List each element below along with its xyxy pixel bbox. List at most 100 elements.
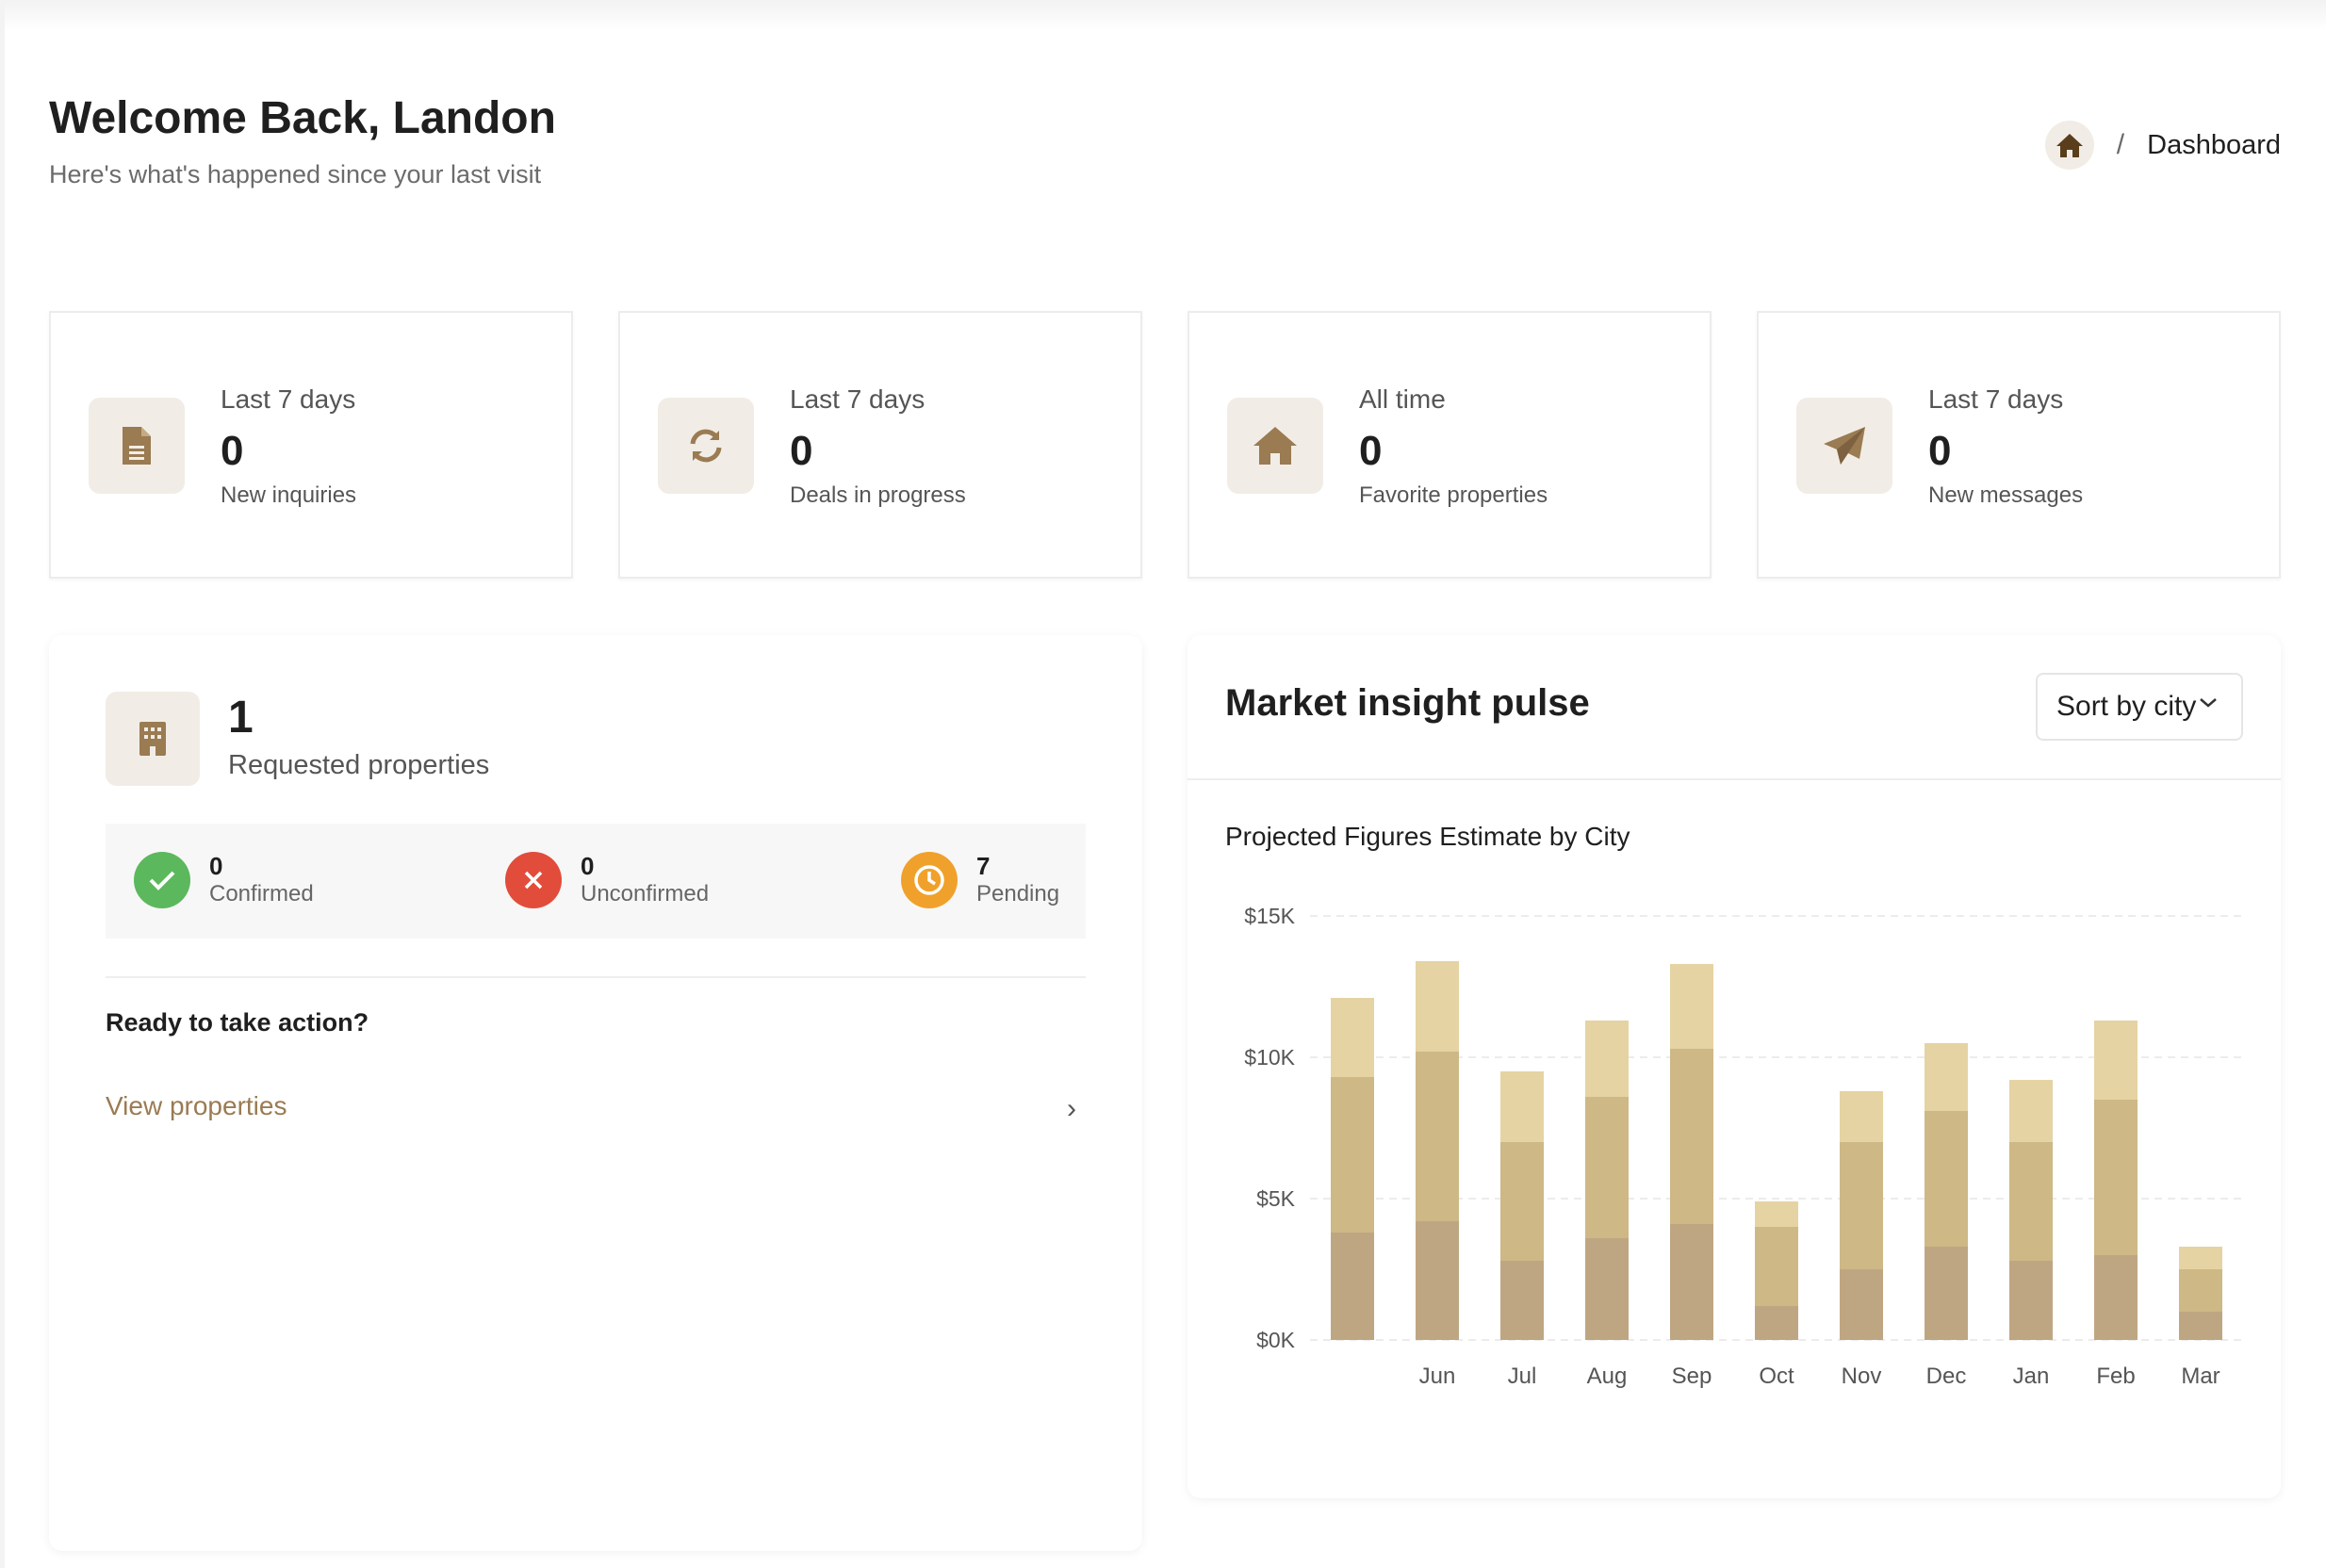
x-tick-label: Mar — [2181, 1364, 2220, 1389]
x-tick-label: Oct — [1759, 1364, 1794, 1389]
check-icon — [134, 852, 190, 908]
bar-segment[interactable] — [1670, 1224, 1713, 1340]
breadcrumb-current: Dashboard — [2147, 129, 2281, 160]
bar-segment[interactable] — [1840, 1142, 1883, 1269]
bar-segment[interactable] — [1500, 1071, 1544, 1142]
paper-plane-icon — [1824, 427, 1865, 465]
bar-segment[interactable] — [1331, 1233, 1374, 1340]
stat-value: 0 — [1928, 428, 1952, 474]
chevron-down-icon — [2200, 698, 2217, 708]
left-border — [0, 0, 5, 1568]
x-tick-label: Nov — [1842, 1364, 1882, 1389]
x-tick-label: Dec — [1926, 1364, 1967, 1389]
breadcrumb: / Dashboard — [2044, 121, 2281, 170]
stat-value: 0 — [221, 428, 244, 474]
stat-card-favorites: All time 0 Favorite properties — [1188, 311, 1712, 579]
y-tick-label: $5K — [1256, 1186, 1296, 1211]
page-subtitle: Here's what's happened since your last v… — [49, 160, 542, 188]
x-tick-label: Sep — [1672, 1364, 1712, 1389]
stacked-bar-chart: $0K $5K $10K $15K Jun Jul Aug Sep Oct Nov Dec Jan Fe… — [1244, 904, 2243, 1389]
y-tick-label: $10K — [1244, 1045, 1295, 1070]
bar-segment[interactable] — [2179, 1247, 2222, 1269]
status-pending: 7 Pending — [901, 852, 1059, 908]
x-icon — [505, 852, 562, 908]
status-label: Unconfirmed — [581, 881, 710, 906]
bar-segment[interactable] — [1925, 1043, 1968, 1111]
market-title: Market insight pulse — [1225, 682, 1590, 724]
requested-label: Requested properties — [228, 750, 490, 780]
status-unconfirmed: 0 Unconfirmed — [505, 852, 709, 908]
divider — [106, 976, 1086, 978]
bar-segment[interactable] — [1331, 1077, 1374, 1233]
bar-segment[interactable] — [2009, 1080, 2053, 1142]
stat-period: Last 7 days — [221, 384, 356, 414]
stat-label: New inquiries — [221, 482, 357, 508]
status-count: 0 — [581, 852, 595, 880]
stat-period: Last 7 days — [1928, 384, 2064, 414]
stat-icon-box — [1227, 398, 1323, 494]
status-confirmed: 0 Confirmed — [134, 852, 314, 908]
bar-segment[interactable] — [1840, 1269, 1883, 1340]
requested-count: 1 — [228, 693, 254, 743]
sort-select-value: Sort by city — [2056, 691, 2197, 722]
bar-segment[interactable] — [2009, 1142, 2053, 1261]
bar-segment[interactable] — [1840, 1091, 1883, 1142]
bar-segment[interactable] — [2094, 1021, 2138, 1100]
y-tick-label: $0K — [1256, 1328, 1296, 1352]
document-icon — [123, 427, 151, 465]
building-icon — [139, 722, 166, 756]
home-icon — [1253, 427, 1297, 465]
requested-properties-panel: 1 Requested properties 0 Confirmed 0 Unc… — [49, 635, 1142, 1551]
bar-segment[interactable] — [2094, 1100, 2138, 1255]
bar-segment[interactable] — [1670, 964, 1713, 1049]
x-tick-label: Aug — [1587, 1364, 1628, 1389]
stat-icon-box — [1796, 398, 1892, 494]
bar-segment[interactable] — [1500, 1261, 1544, 1340]
bar-segment[interactable] — [1755, 1201, 1798, 1227]
bar-segment[interactable] — [1755, 1306, 1798, 1340]
status-label: Confirmed — [209, 881, 314, 906]
divider — [1188, 778, 2281, 780]
stat-card-deals: Last 7 days 0 Deals in progress — [618, 311, 1142, 579]
x-tick-label: Jul — [1508, 1364, 1537, 1389]
chart-title: Projected Figures Estimate by City — [1225, 822, 1630, 851]
stat-label: Favorite properties — [1359, 482, 1548, 508]
bar-segment[interactable] — [2179, 1312, 2222, 1340]
stat-icon-box — [658, 398, 754, 494]
bar-segment[interactable] — [1585, 1021, 1629, 1097]
stat-label: Deals in progress — [790, 482, 966, 508]
bar-segment[interactable] — [1331, 998, 1374, 1077]
stat-value: 0 — [1359, 428, 1383, 474]
breadcrumb-home-link[interactable] — [2044, 121, 2094, 170]
top-shadow-strip — [0, 0, 2326, 30]
stat-value: 0 — [790, 428, 813, 474]
view-properties-link[interactable]: View properties — [106, 1091, 287, 1120]
bar-segment[interactable] — [2179, 1269, 2222, 1312]
breadcrumb-separator: / — [2116, 129, 2125, 160]
bar-segment[interactable] — [1670, 1049, 1713, 1224]
bar-segment[interactable] — [1585, 1097, 1629, 1238]
stat-label: New messages — [1928, 482, 2084, 508]
bar-segment[interactable] — [1416, 1052, 1459, 1221]
bar-segment[interactable] — [1416, 961, 1459, 1052]
status-label: Pending — [976, 881, 1060, 906]
bar-segment[interactable] — [1925, 1111, 1968, 1247]
bar-segment[interactable] — [1500, 1142, 1544, 1261]
bar-segment[interactable] — [1755, 1227, 1798, 1306]
x-tick-label: Feb — [2096, 1364, 2135, 1389]
action-title: Ready to take action? — [106, 1008, 369, 1037]
status-count: 7 — [976, 852, 991, 880]
req-icon-box — [106, 692, 200, 786]
status-summary: 0 Confirmed 0 Unconfirmed 7 Pending — [106, 824, 1086, 939]
bar-segment[interactable] — [2094, 1255, 2138, 1340]
stat-icon-box — [89, 398, 185, 494]
stat-period: Last 7 days — [790, 384, 925, 414]
page-title: Welcome Back, Landon — [49, 93, 556, 143]
chevron-right-icon[interactable]: › — [1067, 1093, 1076, 1124]
bar-segment[interactable] — [1925, 1247, 1968, 1340]
bar-segment[interactable] — [1416, 1221, 1459, 1340]
sort-select[interactable]: Sort by city — [2036, 673, 2243, 741]
bar-segment[interactable] — [2009, 1261, 2053, 1340]
clock-icon — [901, 852, 958, 908]
bar-segment[interactable] — [1585, 1238, 1629, 1340]
